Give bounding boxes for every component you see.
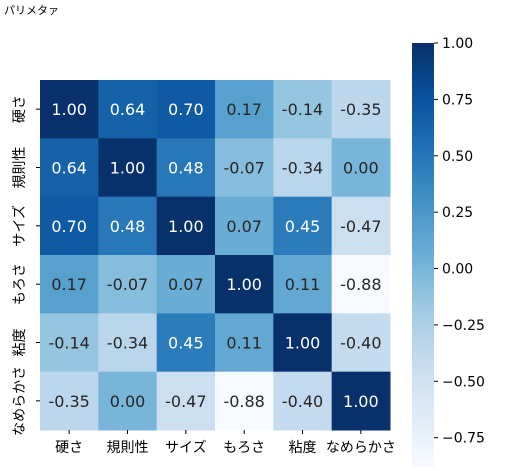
cell-value-label: -0.14: [282, 100, 323, 119]
colorbar-tick-label: −0.75: [442, 431, 485, 447]
heatmap-cell: [273, 255, 333, 314]
heatmap-cell: [156, 313, 216, 373]
heatmap-cell: [215, 138, 274, 198]
heatmap-cell: [40, 255, 99, 314]
heatmap-cell: [215, 255, 274, 314]
cell-value-label: 1.00: [110, 159, 146, 178]
y-tick-label: 規則性: [12, 147, 28, 189]
heatmap-cell: [156, 80, 216, 139]
cell-value-label: 0.11: [226, 334, 262, 353]
colorbar-tick-label: −0.50: [442, 374, 485, 390]
heatmap-cell: [40, 313, 99, 373]
cell-value-label: -0.35: [340, 100, 381, 119]
cell-value-label: 1.00: [285, 334, 321, 353]
page-title: パリメタァ: [4, 4, 59, 17]
cell-value-label: 1.00: [226, 275, 262, 294]
heatmap-cell: [156, 371, 216, 431]
cell-value-label: -0.40: [340, 334, 381, 353]
heatmap-cell: [331, 313, 391, 373]
heatmap-cell: [273, 371, 333, 431]
colorbar-tick-label: −0.25: [442, 318, 485, 334]
heatmap-cell: [215, 313, 274, 373]
cell-value-label: 0.64: [51, 159, 87, 178]
x-axis: 硬さ 規則性 サイズ もろさ 粘度 なめらかさ: [55, 430, 396, 456]
x-tick-label: もろさ: [223, 440, 265, 456]
cell-value-label: -0.07: [223, 159, 264, 178]
heatmap-cell: [273, 80, 333, 139]
x-tick-label: 硬さ: [55, 440, 83, 456]
cell-value-label: 0.48: [110, 217, 146, 236]
cell-value-label: 0.07: [226, 217, 262, 236]
cell-value-label: -0.14: [48, 334, 89, 353]
colorbar-tick-label: 0.50: [442, 149, 473, 165]
colorbar-tick-label: 0.00: [442, 262, 473, 278]
y-tick-label: もろさ: [12, 263, 28, 305]
cell-value-label: -0.47: [340, 217, 381, 236]
y-tick-label: サイズ: [12, 205, 28, 247]
cell-value-label: 1.00: [168, 217, 204, 236]
cell-value-label: -0.35: [48, 392, 89, 411]
heatmap-cell: [98, 138, 158, 198]
colorbar: 1.00 0.75 0.50 0.25 0.00 −0.25 −0.50 −0.75: [412, 36, 485, 467]
colorbar-tick-label: 0.75: [442, 92, 473, 108]
cell-value-label: 0.17: [51, 275, 87, 294]
heatmap-cell: [40, 138, 99, 198]
heatmap-cell: [273, 196, 333, 256]
heatmap-cell: [331, 255, 391, 314]
cell-value-label: -0.07: [107, 275, 148, 294]
heatmap-cell: [331, 138, 391, 198]
cell-value-label: -0.47: [165, 392, 206, 411]
cell-value-label: 0.70: [51, 217, 87, 236]
x-tick-label: 規則性: [107, 440, 149, 456]
heatmap-cell: [215, 371, 274, 431]
heatmap-cell: [98, 255, 158, 314]
x-tick-label: サイズ: [165, 440, 207, 456]
cell-value-label: 1.00: [51, 100, 87, 119]
colorbar-gradient: [412, 43, 434, 467]
x-tick-label: なめらかさ: [326, 440, 396, 456]
cell-value-label: 0.17: [226, 100, 262, 119]
y-tick-label: 粘度: [12, 329, 28, 357]
heatmap-cell: [156, 196, 216, 256]
heatmap-cell: [156, 255, 216, 314]
cell-value-label: -0.40: [282, 392, 323, 411]
cell-value-label: 0.07: [168, 275, 204, 294]
cell-value-label: -0.34: [282, 159, 323, 178]
cell-value-label: -0.34: [107, 334, 148, 353]
heatmap-cell: [273, 313, 333, 373]
cell-value-label: 0.45: [285, 217, 321, 236]
cell-value-label: 0.11: [285, 275, 321, 294]
cell-value-label: -0.88: [223, 392, 264, 411]
x-tick-label: 粘度: [289, 440, 317, 456]
cell-value-label: -0.88: [340, 275, 381, 294]
y-tick-label: なめらかさ: [12, 366, 28, 436]
heatmap-cell: [98, 313, 158, 373]
cell-value-label: 0.64: [110, 100, 146, 119]
heatmap-cell: [98, 80, 158, 139]
heatmap-cell: [98, 371, 158, 431]
colorbar-tick-label: 1.00: [442, 36, 473, 52]
cell-value-label: 1.00: [343, 392, 379, 411]
heatmap-cell: [40, 80, 99, 139]
heatmap-cell: [98, 196, 158, 256]
colorbar-tick-label: 0.25: [442, 205, 473, 221]
heatmap-cells: 1.00 0.64 0.70 0.17 -0.14 -0.35 0.64 1.00 0.48 -0…: [40, 80, 391, 431]
cell-value-label: 0.00: [343, 159, 379, 178]
y-tick-label: 硬さ: [12, 95, 28, 123]
heatmap-cell: [215, 80, 274, 139]
cell-value-label: 0.00: [110, 392, 146, 411]
heatmap-cell: [331, 80, 391, 139]
cell-value-label: 0.70: [168, 100, 204, 119]
heatmap-cell: [40, 196, 99, 256]
heatmap-cell: [215, 196, 274, 256]
heatmap-cell: [156, 138, 216, 198]
heatmap-cell: [331, 196, 391, 256]
cell-value-label: 0.48: [168, 159, 204, 178]
heatmap-cell: [40, 371, 99, 431]
heatmap-cell: [273, 138, 333, 198]
cell-value-label: 0.45: [168, 334, 204, 353]
heatmap-cell: [331, 371, 391, 431]
